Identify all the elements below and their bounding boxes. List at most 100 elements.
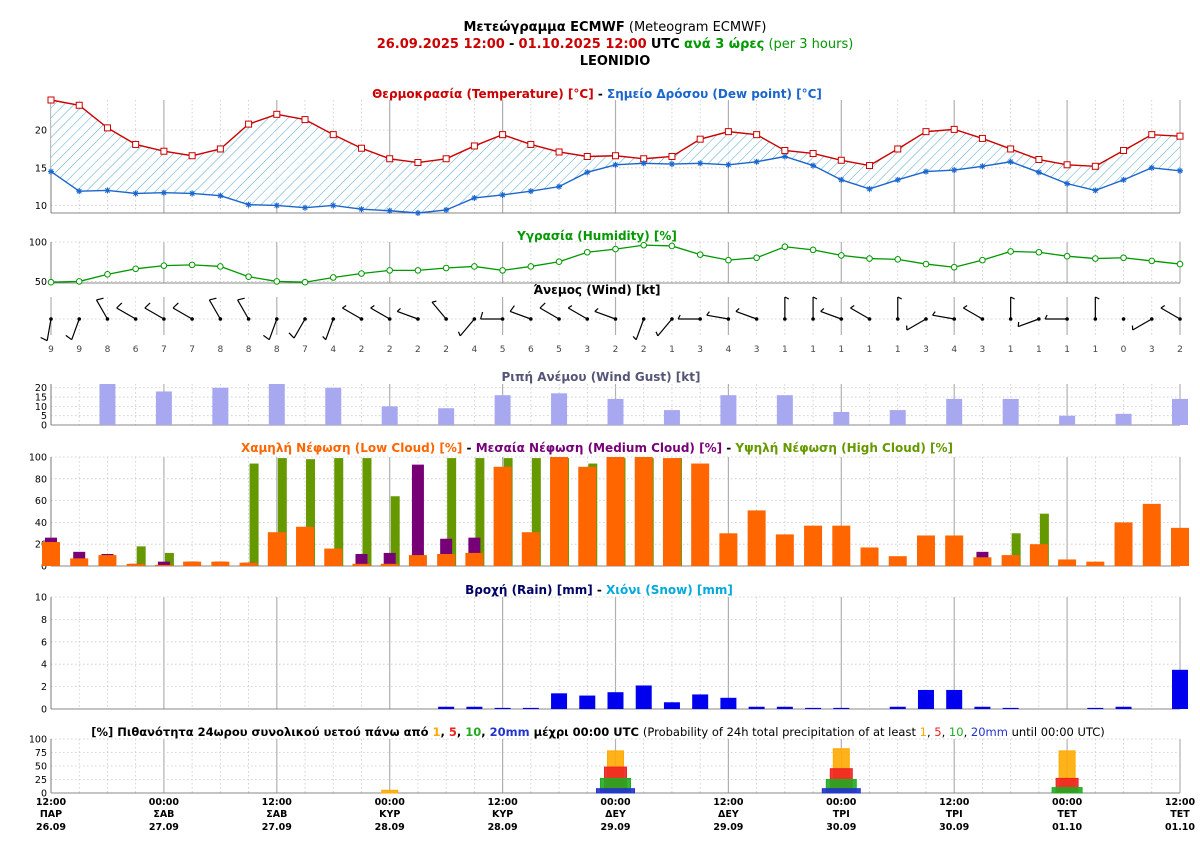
rain-bar: [833, 707, 850, 709]
gust-bar: [212, 387, 229, 425]
temperature-point: [809, 149, 817, 157]
y-tick-label: 20: [35, 126, 47, 137]
dew-point-point: [414, 210, 421, 216]
x-tick-date: 01.10: [1052, 822, 1082, 833]
rain-bar: [579, 695, 596, 709]
wind-barb: [1044, 314, 1069, 321]
wind-speed-label: 6: [528, 345, 534, 355]
wind-speed-label: 1: [867, 345, 873, 355]
wind-speed-label: 2: [1177, 345, 1183, 355]
low-cloud-bar: [662, 458, 681, 566]
humidity-point: [160, 262, 168, 269]
cloud-panel-title: Χαμηλή Νέφωση (Low Cloud) [%] - Μεσαία Ν…: [241, 441, 953, 455]
wind-speed-label: 7: [189, 345, 195, 355]
medium-cloud-bar: [383, 552, 396, 566]
dew-point-point: [1064, 180, 1071, 187]
rain-bar: [776, 706, 793, 709]
wind-speed-label: 7: [302, 345, 308, 355]
y-tick-label: 0: [41, 562, 47, 573]
humidity-point: [245, 273, 252, 280]
wind-barb: [811, 296, 818, 321]
wind-speed-label: 4: [951, 345, 957, 355]
temperature-point: [527, 140, 535, 148]
dew-point-point: [1035, 169, 1042, 176]
prob-20mm-bar: [596, 788, 635, 794]
temperature-point: [245, 120, 253, 128]
wind-barb: [1160, 305, 1182, 321]
wind-speed-label: 3: [923, 345, 929, 355]
rain-bar: [466, 706, 483, 709]
humidity-panel-title: Υγρασία (Humidity) [%]: [516, 229, 677, 243]
wind-barb: [396, 307, 420, 321]
wind-barb: [480, 311, 505, 321]
dew-point-point: [668, 161, 675, 168]
wind-speed-label: 0: [1121, 345, 1127, 355]
humidity-point: [809, 246, 817, 254]
low-cloud-bar: [945, 535, 964, 566]
wind-barb: [539, 302, 561, 321]
wind-barb: [322, 317, 336, 341]
temperature-point: [188, 152, 196, 160]
humidity-point: [386, 267, 394, 274]
x-tick-time: 12:00: [36, 797, 67, 808]
humidity-point: [75, 278, 83, 285]
gust-bar: [155, 391, 172, 425]
dew-point-point: [499, 191, 506, 198]
humidity-point: [1148, 257, 1156, 265]
humidity-point: [217, 263, 224, 270]
wind-barb: [509, 305, 533, 321]
dew-point-point: [217, 192, 224, 199]
x-tick-day: ΤΡΙ: [833, 809, 850, 820]
temperature-point: [1035, 156, 1043, 164]
wind-barb: [632, 317, 646, 341]
temperature-point: [160, 147, 168, 155]
temperature-point: [866, 162, 874, 170]
wind-barb: [567, 305, 590, 321]
temperature-point: [47, 96, 55, 104]
temperature-point: [612, 152, 619, 160]
humidity-point: [668, 242, 676, 250]
low-cloud-bar: [1001, 555, 1020, 566]
x-tick-time: 00:00: [1052, 797, 1083, 808]
y-tick-label: 10: [35, 593, 47, 604]
wind-barb: [1093, 296, 1100, 321]
x-tick-time: 00:00: [375, 797, 406, 808]
x-tick-day: ΤΕΤ: [1057, 809, 1077, 820]
wind-panel-title: Άνεμος (Wind) [kt]: [533, 283, 660, 297]
x-tick-day: ΚΥΡ: [379, 809, 400, 820]
wind-barb: [906, 317, 928, 331]
y-tick-label: 6: [41, 637, 47, 648]
y-tick-label: 0: [41, 421, 47, 432]
temperature-point: [75, 101, 83, 109]
high-cloud-bar: [136, 546, 146, 566]
y-tick-label: 100: [29, 238, 47, 249]
high-cloud-bar: [249, 463, 259, 566]
y-tick-label: 0: [41, 705, 47, 716]
x-tick-day: ΚΥΡ: [492, 809, 513, 820]
x-tick-time: 12:00: [1165, 797, 1196, 808]
humidity-point: [499, 267, 506, 274]
y-tick-label: 15: [35, 393, 47, 404]
y-tick-label: 20: [35, 540, 47, 551]
humidity-point: [753, 254, 760, 262]
y-tick-label: 10: [35, 201, 47, 212]
gust-bar: [551, 393, 568, 425]
gust-bar: [381, 406, 398, 425]
wind-barb: [288, 317, 307, 339]
dew-point-point: [1177, 167, 1183, 174]
temperature-point: [978, 134, 986, 142]
low-cloud-bar: [465, 552, 484, 566]
wind-speed-label: 1: [1036, 345, 1042, 355]
rain-bar: [889, 706, 906, 709]
high-cloud-bar: [334, 458, 344, 566]
wind-speed-label: 8: [105, 345, 111, 355]
wind-speed-label: 2: [359, 345, 365, 355]
temperature-point: [1007, 145, 1015, 153]
high-cloud-bar: [306, 459, 316, 566]
rain-bar: [1115, 706, 1132, 709]
low-cloud-bar: [578, 466, 597, 566]
temperature-point: [1148, 131, 1156, 139]
rain-bar: [551, 693, 568, 709]
low-cloud-bar: [832, 525, 851, 566]
